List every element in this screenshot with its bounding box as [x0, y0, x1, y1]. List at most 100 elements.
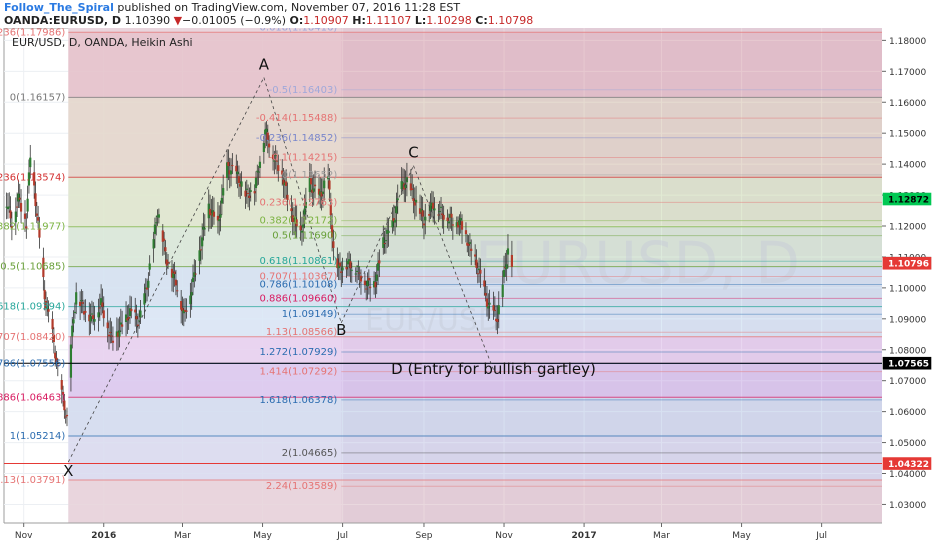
candle-body — [63, 400, 66, 411]
candle-body — [147, 280, 150, 288]
candle-body — [350, 269, 353, 271]
fib-label: 1.13(1.08566) — [266, 327, 338, 338]
price-tag-label: 1.12872 — [888, 196, 929, 206]
candle-body — [253, 191, 256, 194]
candle-body — [336, 258, 339, 269]
x-tick-label: May — [732, 531, 751, 541]
candle-body — [126, 318, 129, 321]
candle-body — [266, 132, 269, 141]
candle-body — [46, 306, 49, 310]
candle-body — [26, 198, 29, 212]
candle-body — [212, 211, 216, 217]
candle-body — [202, 226, 205, 230]
candle-body — [201, 237, 204, 247]
candle-body — [193, 272, 196, 277]
candle-body — [375, 274, 378, 281]
xabcd-pattern[interactable] — [67, 77, 494, 463]
candle-body — [424, 216, 427, 221]
candle-body — [18, 197, 21, 200]
price-tag-label: 1.07565 — [888, 360, 929, 370]
candle-body — [504, 267, 507, 269]
last-price: 1.10390 — [124, 14, 171, 27]
candle-body — [366, 280, 369, 286]
y-tick-label: 1.12000 — [889, 223, 926, 233]
candle-body — [211, 210, 214, 216]
candle-body — [304, 202, 307, 209]
candle-body — [510, 254, 514, 267]
fib-zones — [68, 28, 882, 523]
candle-body — [349, 261, 352, 269]
fib-label: 0.5(1.11690) — [272, 231, 337, 242]
candle-body — [227, 162, 230, 167]
candle-body — [51, 319, 54, 330]
horizontal-lines[interactable] — [4, 362, 882, 465]
pattern-point-label: C — [408, 144, 418, 162]
candle-body — [285, 181, 288, 187]
candle-body — [441, 213, 444, 216]
candle-body — [384, 240, 388, 242]
fib-zone — [68, 32, 882, 98]
candle-body — [102, 310, 105, 319]
candle-body — [119, 322, 122, 325]
candle-body — [395, 206, 398, 214]
x-tick-label: Sep — [415, 531, 432, 541]
candle-body — [82, 311, 86, 315]
candle-body — [413, 201, 416, 206]
candle-body — [421, 210, 424, 217]
fib-label: 1.618(1.06378) — [259, 395, 337, 406]
candle-body — [506, 248, 510, 255]
candle-body — [37, 217, 40, 221]
candle-body — [312, 188, 315, 192]
candle-body — [219, 214, 222, 218]
chart-title: EUR/USD, D, OANDA, Heikin Ashi — [12, 36, 193, 49]
candle-body — [231, 165, 234, 167]
fib-labels: 0.236(1.17986) 0(1.16157) 0.236(1.13574) 0.… — [0, 28, 337, 492]
candle-body — [329, 204, 332, 216]
x-tick-label: Nov — [495, 531, 513, 541]
candle-body — [449, 214, 452, 218]
candle-body — [121, 324, 124, 327]
candle-body — [439, 206, 443, 208]
candle-body — [271, 154, 275, 160]
candle-body — [393, 219, 397, 223]
candles[interactable] — [5, 121, 514, 427]
candle-body — [291, 215, 294, 222]
candle-body — [84, 310, 87, 313]
candle-body — [455, 222, 458, 227]
candle-body — [182, 310, 185, 314]
fib-label: 1.13(1.03791) — [0, 475, 65, 486]
candle-body — [327, 176, 330, 180]
candle-body — [236, 171, 239, 175]
fib-label: 1.272(1.07929) — [259, 347, 337, 358]
y-tick-label: 1.15000 — [889, 130, 926, 140]
candle-body — [229, 170, 233, 175]
candle-body — [275, 160, 279, 162]
candle-body — [354, 273, 357, 275]
fib-label: -0.618(1.18416) — [256, 28, 337, 34]
candle-body — [323, 180, 326, 189]
candle-body — [79, 301, 82, 306]
pattern-leg — [263, 77, 342, 323]
candle-body — [135, 316, 138, 320]
candle-body — [181, 307, 184, 312]
fib-label: 0.886(1.06463) — [0, 392, 65, 403]
candle-body — [420, 209, 423, 213]
x-tick-label: Jul — [815, 531, 827, 541]
author-link[interactable]: Follow_The_Spiral — [4, 1, 114, 14]
candle-body — [273, 160, 276, 162]
candle-body — [93, 319, 96, 322]
candle-body — [331, 225, 334, 238]
candle-body — [501, 284, 504, 298]
candle-body — [430, 202, 433, 206]
candle-body — [319, 191, 322, 196]
fib-label: -0.5(1.16403) — [269, 85, 338, 96]
candle-body — [100, 298, 103, 306]
fib-label: 0.382(1.11977) — [0, 222, 65, 233]
pattern-leg — [340, 165, 414, 324]
price-chart[interactable]: EURUSD, D EUR/USD 0.236(1.17986) 0(1.1615… — [0, 28, 932, 550]
candle-body — [332, 241, 335, 248]
candle-body — [240, 181, 243, 187]
candle-body — [300, 230, 304, 233]
candle-body — [136, 324, 139, 327]
candle-body — [210, 213, 213, 216]
